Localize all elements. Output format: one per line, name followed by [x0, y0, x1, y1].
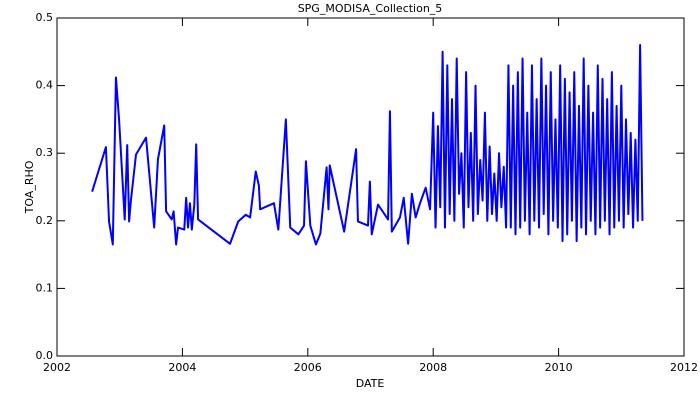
- y-tick-label: 0.4: [36, 79, 54, 92]
- x-tick-label: 2008: [419, 361, 447, 374]
- x-tick-label: 2012: [670, 361, 698, 374]
- y-tick-label: 0.0: [36, 349, 54, 362]
- x-tick-label: 2002: [43, 361, 71, 374]
- y-axis-label: TOA_RHO: [23, 160, 36, 214]
- y-tick-label: 0.3: [36, 146, 54, 159]
- x-tick-label: 2006: [294, 361, 322, 374]
- y-tick-label: 0.5: [36, 11, 54, 24]
- y-tick-label: 0.1: [36, 281, 54, 294]
- data-line: [91, 44, 644, 246]
- x-tick-label: 2010: [545, 361, 573, 374]
- x-tick-label: 2004: [168, 361, 196, 374]
- x-axis-label: DATE: [356, 377, 385, 390]
- plot-frame: [56, 17, 685, 357]
- y-tick-label: 0.2: [36, 214, 54, 227]
- chart-title: SPG_MODISA_Collection_5: [298, 2, 443, 15]
